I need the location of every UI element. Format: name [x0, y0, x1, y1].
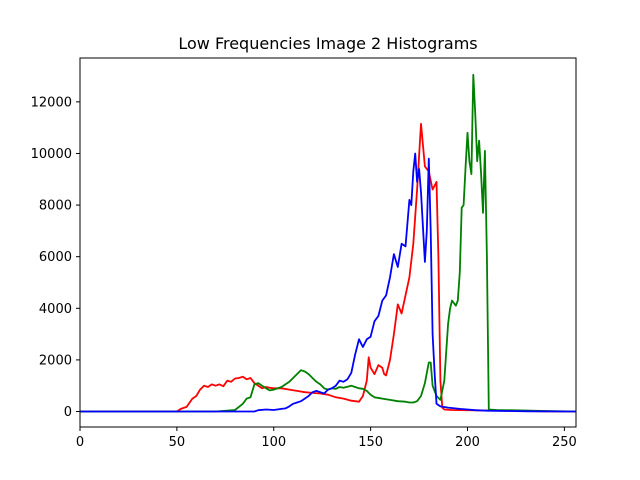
y-tick-label: 4000 — [39, 302, 72, 317]
series-line — [80, 152, 577, 413]
x-tick-label: 250 — [552, 435, 577, 450]
chart-title: Low Frequencies Image 2 Histograms — [178, 34, 477, 53]
x-tick-label: 50 — [169, 435, 186, 450]
y-tick-label: 6000 — [39, 250, 72, 265]
x-tick-label: 150 — [358, 435, 383, 450]
series-line — [80, 122, 577, 413]
x-tick-label: 0 — [76, 435, 84, 450]
y-axis: 0 2000 4000 6000 8000 10000 12000 — [31, 95, 80, 420]
x-axis: 0 50 100 150 200 250 — [76, 427, 577, 450]
y-tick-label: 12000 — [31, 95, 72, 110]
y-tick-label: 8000 — [39, 199, 72, 214]
y-tick-label: 0 — [64, 405, 72, 420]
x-tick-label: 100 — [261, 435, 286, 450]
x-tick-label: 200 — [455, 435, 480, 450]
series-line — [80, 73, 577, 413]
plot-frame — [79, 57, 577, 428]
y-tick-label: 2000 — [39, 353, 72, 368]
y-tick-label: 10000 — [31, 147, 72, 162]
series-layer — [80, 73, 577, 413]
